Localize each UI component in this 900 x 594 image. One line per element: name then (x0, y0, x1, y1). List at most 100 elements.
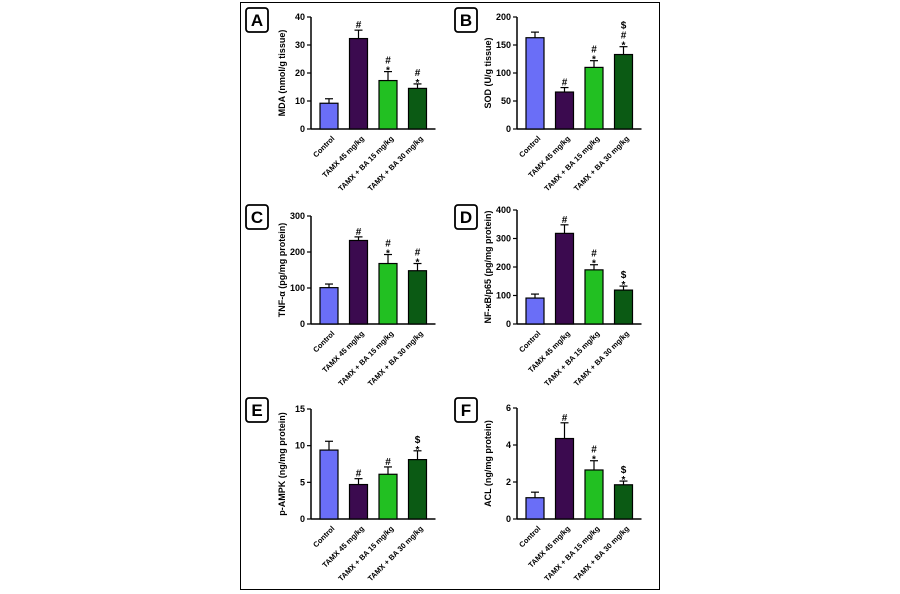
category-label: Control (517, 524, 542, 549)
significance-marker: # (385, 56, 391, 67)
significance-marker: # (562, 413, 568, 424)
category-label: TAMX + BA 30 mg/kg (572, 134, 631, 193)
y-tick-label: 400 (496, 205, 511, 215)
y-tick-label: 200 (496, 12, 511, 22)
significance-marker: # (356, 227, 362, 238)
y-tick-label: 10 (295, 441, 305, 451)
significance-marker: # (385, 457, 391, 468)
bar (378, 262, 398, 325)
y-tick-label: 150 (496, 40, 511, 50)
significance-marker: # (356, 469, 362, 480)
category-label: TAMX + BA 30 mg/kg (366, 134, 425, 193)
category-label: Control (517, 329, 542, 354)
y-tick-label: 50 (501, 96, 511, 106)
category-label: Control (311, 134, 336, 159)
panel-letter-box (454, 204, 478, 230)
significance-marker: * (592, 55, 596, 66)
y-tick-label: 0 (506, 514, 511, 524)
bar (378, 473, 398, 520)
significance-marker: # (591, 249, 597, 260)
significance-marker: # (591, 45, 597, 56)
panel-letter: C (251, 208, 263, 227)
bar (319, 449, 339, 520)
panel-letter-box (245, 204, 269, 230)
category-label: TAMX + BA 15 mg/kg (336, 524, 395, 583)
y-tick-label: 6 (506, 403, 511, 413)
bar (525, 497, 545, 520)
y-tick-label: 10 (295, 96, 305, 106)
category-label: TAMX + BA 15 mg/kg (542, 524, 601, 583)
significance-marker: * (622, 280, 626, 291)
y-tick-label: 300 (496, 234, 511, 244)
panel-letter-box (245, 7, 269, 33)
significance-marker: # (385, 239, 391, 250)
bar (584, 66, 604, 130)
significance-marker: # (562, 78, 568, 89)
significance-marker: * (622, 475, 626, 486)
significance-marker: $ (621, 21, 627, 32)
significance-marker: * (592, 259, 596, 270)
category-label: TAMX + BA 30 mg/kg (366, 329, 425, 388)
y-tick-label: 15 (295, 404, 305, 414)
significance-marker: $ (621, 270, 627, 281)
significance-marker: # (415, 248, 421, 259)
category-label: Control (517, 134, 542, 159)
panel-letter: D (460, 208, 472, 227)
bar (407, 270, 428, 325)
y-tick-label: 100 (496, 68, 511, 78)
significance-marker: # (356, 20, 362, 31)
panel-letter-box (454, 7, 478, 33)
chart-panel-a: A 0 10 20 30 40 MDA (nmol/g tissue) Control # TAM… (245, 7, 436, 193)
category-label: TAMX + BA 30 mg/kg (572, 329, 631, 388)
bar (407, 459, 428, 520)
panel-letter: A (251, 11, 263, 30)
category-label: TAMX + BA 15 mg/kg (542, 329, 601, 388)
panel-letter-box (245, 397, 269, 423)
category-label: TAMX + BA 30 mg/kg (366, 524, 425, 583)
panel-letter: E (251, 401, 262, 420)
category-label: Control (311, 524, 336, 549)
significance-marker: * (592, 455, 596, 466)
y-axis-label: MDA (nmol/g tissue) (277, 30, 287, 117)
significance-marker: * (416, 258, 420, 269)
y-tick-label: 5 (300, 477, 305, 487)
panel-letter-box (454, 397, 478, 423)
bar (319, 287, 339, 325)
significance-marker: * (416, 78, 420, 89)
bar (584, 269, 604, 325)
category-label: TAMX + BA 15 mg/kg (336, 329, 395, 388)
y-axis-label: p-AMPK (ng/mg protein) (277, 412, 287, 515)
y-tick-label: 30 (295, 40, 305, 50)
bar (525, 37, 545, 130)
bar (348, 239, 369, 325)
significance-marker: $ (415, 435, 421, 446)
bar (407, 87, 428, 130)
significance-marker: * (386, 249, 390, 260)
y-tick-label: 40 (295, 12, 305, 22)
panel-letter: B (460, 11, 472, 30)
bar (348, 37, 369, 130)
y-tick-label: 0 (300, 124, 305, 134)
y-tick-label: 0 (506, 124, 511, 134)
bar (554, 91, 575, 130)
y-tick-label: 20 (295, 68, 305, 78)
y-tick-label: 4 (506, 440, 511, 450)
y-tick-label: 2 (506, 477, 511, 487)
y-tick-label: 300 (290, 211, 305, 221)
bar (554, 437, 575, 520)
chart-panel-b: B 0 50 100 150 200 SOD (U/g tissue) Control # TAM… (454, 7, 642, 193)
y-tick-label: 200 (290, 247, 305, 257)
bar (613, 289, 634, 325)
category-label: Control (311, 329, 336, 354)
significance-marker: # (415, 68, 421, 79)
y-tick-label: 0 (506, 319, 511, 329)
significance-marker: $ (621, 465, 627, 476)
bar (613, 53, 634, 130)
y-tick-label: 200 (496, 262, 511, 272)
y-axis-label: NF-κB/p65 (pg/mg protein) (483, 210, 493, 323)
y-tick-label: 0 (300, 514, 305, 524)
significance-marker: # (591, 445, 597, 456)
significance-marker: * (622, 41, 626, 52)
